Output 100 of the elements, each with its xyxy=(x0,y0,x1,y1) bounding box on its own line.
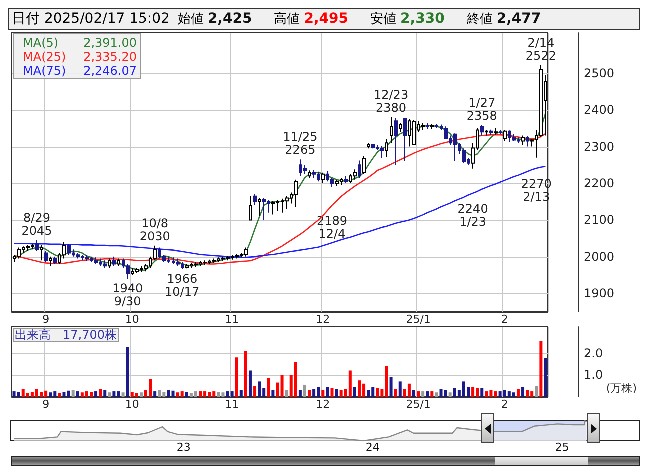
candlestick xyxy=(430,124,434,130)
bar xyxy=(494,392,498,397)
y-tick-label: 1.0 xyxy=(584,368,604,382)
bar xyxy=(353,387,356,397)
bar xyxy=(430,392,434,397)
bar xyxy=(244,351,248,397)
candlestick xyxy=(521,135,525,146)
bar xyxy=(535,386,538,397)
chart-title: 日付 2025/02/17 15:02 xyxy=(12,11,170,27)
bar xyxy=(276,382,280,397)
bar xyxy=(294,362,298,397)
bar xyxy=(112,392,116,397)
bar xyxy=(67,390,70,397)
bar xyxy=(444,390,448,397)
candlestick xyxy=(203,260,207,266)
bar xyxy=(267,378,270,397)
candlestick xyxy=(185,264,189,270)
x-tick-label: 12 xyxy=(316,313,330,326)
y-tick-label: 2200 xyxy=(584,176,615,191)
bar xyxy=(258,382,262,397)
bar xyxy=(390,377,393,397)
candlestick xyxy=(271,200,275,216)
bar xyxy=(512,392,516,397)
candlestick xyxy=(135,267,139,274)
candlestick xyxy=(358,160,361,179)
annotation: 1940 9/30 xyxy=(112,281,144,308)
y-tick-label: 2300 xyxy=(584,140,615,154)
candlestick xyxy=(244,247,248,258)
candlestick xyxy=(108,258,111,268)
bar xyxy=(254,386,257,397)
bar xyxy=(185,392,188,397)
candlestick xyxy=(112,256,116,267)
bar xyxy=(417,392,420,397)
bar xyxy=(49,392,52,397)
candlestick xyxy=(249,196,252,221)
x-tick-label: 9 xyxy=(42,398,50,411)
candlestick xyxy=(103,260,107,268)
text: 始値 2,425 xyxy=(178,11,252,27)
bar xyxy=(348,370,352,397)
bar xyxy=(167,390,170,397)
annotation: 12/23 2380 xyxy=(374,88,409,115)
text: MA(75) xyxy=(23,64,66,78)
y-tick-label: 2100 xyxy=(584,213,615,228)
bar xyxy=(194,392,198,397)
candlestick xyxy=(494,128,498,136)
bar xyxy=(422,392,425,397)
bar xyxy=(480,388,484,397)
candlestick xyxy=(94,257,98,265)
annotation: 2,391.00 xyxy=(84,36,137,50)
candlestick xyxy=(390,116,393,144)
x-tick-label: 23 xyxy=(176,441,191,454)
text: MA(5) xyxy=(23,36,59,50)
y-tick-label: 2400 xyxy=(584,103,615,118)
annotation: 1966 10/17 xyxy=(165,272,200,299)
candlestick xyxy=(49,256,52,267)
bar xyxy=(298,390,302,397)
candlestick xyxy=(367,142,370,150)
bar xyxy=(322,390,325,397)
candlestick xyxy=(312,170,316,179)
bar xyxy=(248,370,252,397)
x-tick-label: 12 xyxy=(316,398,330,411)
candlestick xyxy=(503,130,507,142)
candlestick xyxy=(394,118,398,166)
annotation: 1/27 2358 xyxy=(466,96,498,124)
bar xyxy=(280,375,284,397)
candlestick xyxy=(380,146,384,160)
candlestick xyxy=(67,244,71,256)
bar xyxy=(240,390,243,397)
y-tick-label: 1900 xyxy=(584,286,615,301)
annotation: 2189 12/4 xyxy=(316,214,348,242)
candlestick xyxy=(480,125,484,136)
candlestick xyxy=(435,124,438,129)
bar xyxy=(544,358,548,397)
bar xyxy=(312,389,316,397)
candlestick xyxy=(526,136,529,148)
candlestick xyxy=(85,254,89,262)
bar xyxy=(104,390,107,397)
y-tick-label: 2000 xyxy=(584,250,615,264)
bar xyxy=(540,341,543,397)
bar xyxy=(90,392,93,397)
candlestick xyxy=(262,198,266,221)
candlestick xyxy=(412,120,416,146)
bar xyxy=(398,382,402,397)
bar xyxy=(303,384,306,397)
bar xyxy=(94,392,98,397)
candlestick xyxy=(371,144,375,150)
x-tick-label: 9 xyxy=(42,313,50,326)
candlestick xyxy=(253,194,257,206)
x-tick-label: 11 xyxy=(225,398,240,411)
candlestick xyxy=(17,247,21,260)
candlestick xyxy=(362,155,366,175)
bar xyxy=(99,389,102,397)
bar xyxy=(448,392,452,397)
x-tick-label: 11 xyxy=(225,313,240,326)
candlestick xyxy=(321,172,325,184)
bar xyxy=(230,392,234,397)
annotation: 8/29 2045 xyxy=(22,210,52,238)
candlestick xyxy=(26,244,30,252)
bar xyxy=(62,392,66,397)
x-tick-label: 10 xyxy=(125,398,140,411)
